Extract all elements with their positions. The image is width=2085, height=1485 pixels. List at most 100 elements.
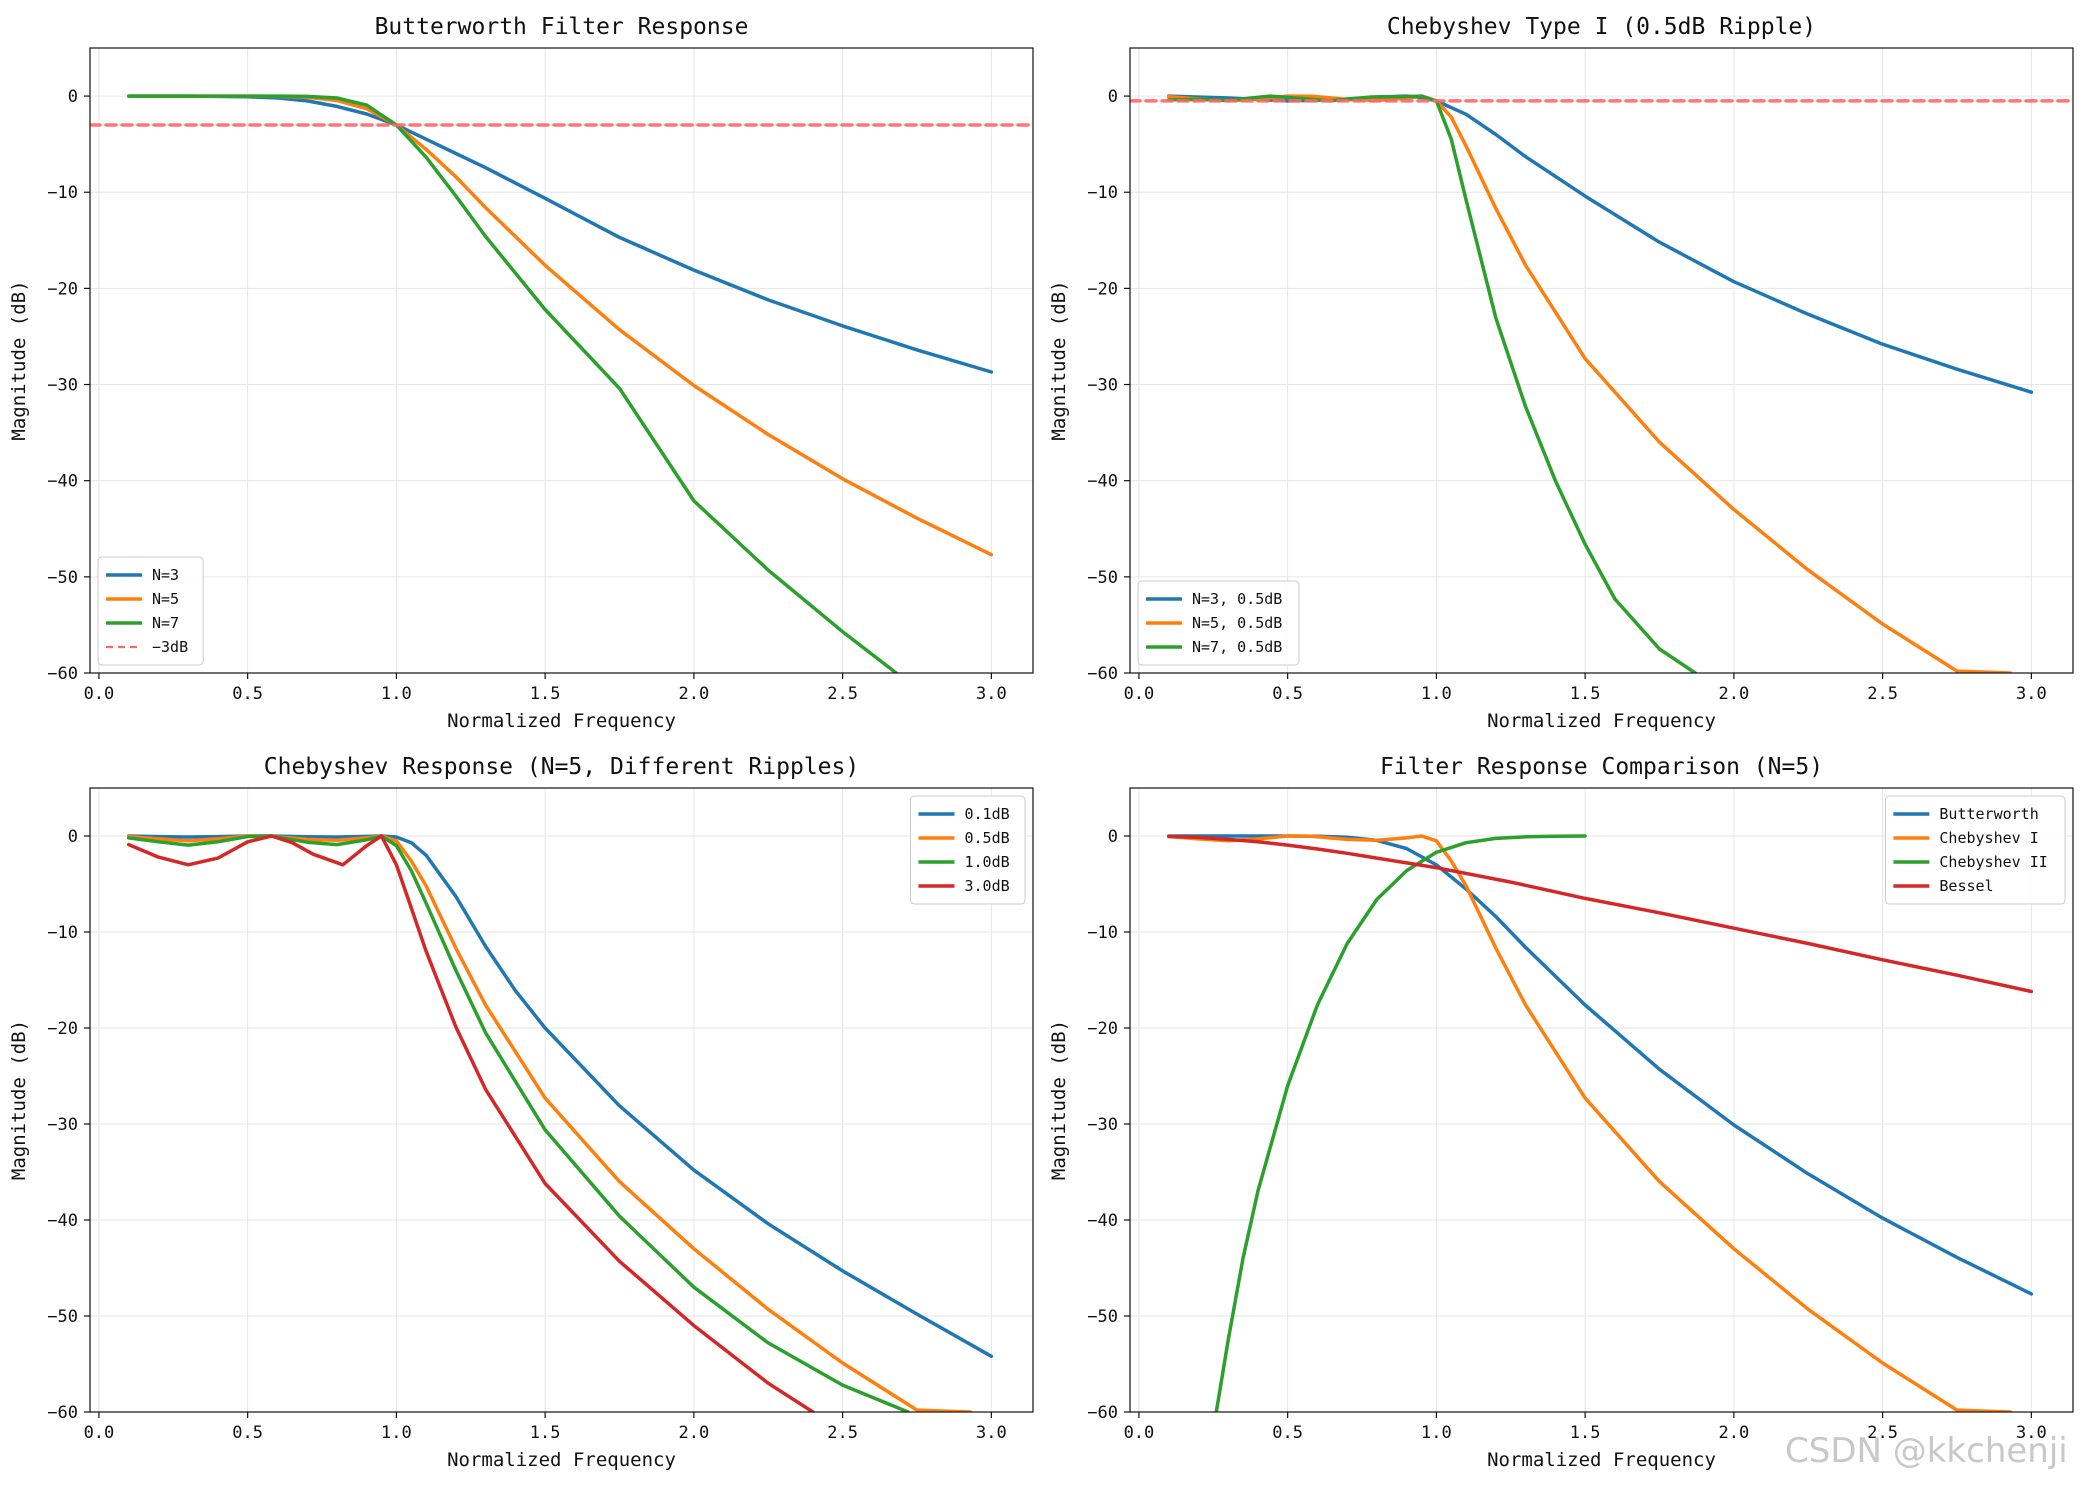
subplot-3: 0.0 0.5 1.0 1.5 2.0 2.5 3.0 0 −10 −20 −30 −40 −50 −60… bbox=[8, 754, 1034, 1471]
y-tick-label: −20 bbox=[1087, 1019, 1118, 1039]
x-tick-label: 2.0 bbox=[1719, 1423, 1750, 1443]
y-tick-label: −60 bbox=[1087, 1403, 1118, 1423]
x-tick-label: 0.5 bbox=[1272, 1423, 1303, 1443]
x-tick-label: 2.5 bbox=[1867, 1423, 1898, 1443]
x-axis-label: Normalized Frequency bbox=[1487, 1449, 1716, 1471]
chart-title: Butterworth Filter Response bbox=[375, 14, 749, 40]
legend-label: Chebyshev II bbox=[1939, 853, 2047, 871]
y-axis-label: Magnitude (dB) bbox=[1048, 280, 1070, 440]
y-tick-label: −60 bbox=[1087, 664, 1118, 684]
y-tick-label: −30 bbox=[1087, 1115, 1118, 1135]
x-tick-label: 1.0 bbox=[1421, 1423, 1452, 1443]
y-tick-label: −40 bbox=[47, 1211, 78, 1231]
series-group bbox=[1130, 94, 2073, 673]
y-tick-label: −10 bbox=[47, 923, 78, 943]
legend: N=3, 0.5dB N=5, 0.5dB N=7, 0.5dB bbox=[1137, 580, 1300, 666]
y-tick-label: −60 bbox=[47, 664, 78, 684]
y-tick-label: 0 bbox=[68, 87, 78, 107]
chart-title: Chebyshev Type I (0.5dB Ripple) bbox=[1387, 14, 1816, 40]
series-line-butterworth bbox=[1166, 834, 2034, 1296]
x-tick-label: 2.0 bbox=[1719, 684, 1750, 704]
axes-frame bbox=[1129, 787, 2074, 1413]
x-tick-label: 0.0 bbox=[84, 684, 115, 704]
x-tick-label: 1.5 bbox=[530, 1423, 561, 1443]
axes-frame bbox=[1129, 47, 2074, 674]
chart-title: Chebyshev Response (N=5, Different Rippl… bbox=[264, 754, 859, 780]
y-tick-label: −50 bbox=[1087, 568, 1118, 588]
x-tick-label: 1.0 bbox=[1421, 684, 1452, 704]
y-axis-label: Magnitude (dB) bbox=[8, 1020, 30, 1180]
watermark: CSDN @kkchenji bbox=[1785, 1431, 2068, 1471]
x-tick-label: 0.5 bbox=[1272, 684, 1303, 704]
series-group bbox=[90, 94, 1033, 673]
x-tick-label: 1.5 bbox=[1570, 1423, 1601, 1443]
x-tick-label: 2.0 bbox=[679, 1423, 710, 1443]
legend-box bbox=[1884, 795, 2066, 905]
legend-box bbox=[1137, 580, 1300, 666]
x-tick-label: 0.0 bbox=[84, 1423, 115, 1443]
y-tick-label: −10 bbox=[1087, 923, 1118, 943]
x-tick-label: 2.5 bbox=[827, 1423, 858, 1443]
y-tick-label: −30 bbox=[1087, 376, 1118, 396]
y-tick-label: 0 bbox=[1108, 827, 1118, 847]
x-tick-label: 0.5 bbox=[232, 684, 263, 704]
x-tick-label: 0.5 bbox=[232, 1423, 263, 1443]
x-tick-label: 3.0 bbox=[976, 684, 1007, 704]
x-tick-label: 1.0 bbox=[381, 684, 412, 704]
series-line-n-7 bbox=[126, 94, 898, 673]
legend-label: N=7, 0.5dB bbox=[1192, 638, 1282, 656]
legend-label: 3.0dB bbox=[965, 877, 1010, 895]
y-tick-label: −40 bbox=[1087, 1211, 1118, 1231]
series-group bbox=[1166, 834, 2034, 1412]
y-tick-label: −10 bbox=[47, 183, 78, 203]
series-line-chebyshev-ii bbox=[1214, 834, 1587, 1412]
series-line-n-3-0-5db bbox=[1166, 94, 2034, 394]
legend: N=3 N=5 N=7 −3dB bbox=[97, 556, 204, 666]
y-tick-label: −10 bbox=[1087, 183, 1118, 203]
legend: 0.1dB 0.5dB 1.0dB 3.0dB bbox=[910, 795, 1026, 905]
x-tick-label: 1.0 bbox=[381, 1423, 412, 1443]
x-tick-label: 3.0 bbox=[976, 1423, 1007, 1443]
legend-label: N=3 bbox=[152, 566, 179, 584]
x-tick-label: 0.0 bbox=[1124, 1423, 1155, 1443]
y-axis-label: Magnitude (dB) bbox=[8, 280, 30, 440]
legend-label: N=5 bbox=[152, 590, 179, 608]
legend-label: 0.5dB bbox=[965, 829, 1010, 847]
y-tick-label: −40 bbox=[1087, 472, 1118, 492]
x-tick-label: 3.0 bbox=[2016, 1423, 2047, 1443]
legend-box bbox=[910, 795, 1026, 905]
y-tick-label: −20 bbox=[1087, 279, 1118, 299]
y-tick-label: −20 bbox=[47, 1019, 78, 1039]
x-tick-label: 3.0 bbox=[2016, 684, 2047, 704]
y-tick-label: −40 bbox=[47, 472, 78, 492]
legend-label: 0.1dB bbox=[965, 805, 1010, 823]
series-line-0-1db bbox=[126, 834, 994, 1359]
series-line-1-0db bbox=[126, 834, 910, 1412]
legend: Butterworth Chebyshev I Chebyshev II Bessel bbox=[1884, 795, 2066, 905]
y-tick-label: −30 bbox=[47, 376, 78, 396]
subplot-4: 0.0 0.5 1.0 1.5 2.0 2.5 3.0 0 −10 −20 −30 −40 −50 −60… bbox=[1048, 754, 2074, 1471]
legend-label: N=3, 0.5dB bbox=[1192, 590, 1282, 608]
x-tick-label: 2.5 bbox=[1867, 684, 1898, 704]
x-tick-label: 2.5 bbox=[827, 684, 858, 704]
x-tick-label: 1.5 bbox=[530, 684, 561, 704]
legend-label: Butterworth bbox=[1939, 805, 2038, 823]
series-line-bessel bbox=[1166, 834, 2034, 994]
series-group bbox=[126, 834, 994, 1412]
y-tick-label: −20 bbox=[47, 279, 78, 299]
x-tick-label: 2.0 bbox=[679, 684, 710, 704]
legend-label: N=7 bbox=[152, 614, 179, 632]
axes-frame bbox=[89, 787, 1034, 1413]
y-tick-label: 0 bbox=[68, 827, 78, 847]
legend-label: N=5, 0.5dB bbox=[1192, 614, 1282, 632]
y-tick-label: −60 bbox=[47, 1403, 78, 1423]
x-axis-label: Normalized Frequency bbox=[447, 1449, 676, 1471]
x-tick-label: 1.5 bbox=[1570, 684, 1601, 704]
legend-label: Chebyshev I bbox=[1939, 829, 2038, 847]
y-axis-label: Magnitude (dB) bbox=[1048, 1020, 1070, 1180]
x-axis-label: Normalized Frequency bbox=[447, 710, 676, 732]
legend-label: 1.0dB bbox=[965, 853, 1010, 871]
axes-frame bbox=[89, 47, 1034, 674]
y-tick-label: −50 bbox=[1087, 1307, 1118, 1327]
